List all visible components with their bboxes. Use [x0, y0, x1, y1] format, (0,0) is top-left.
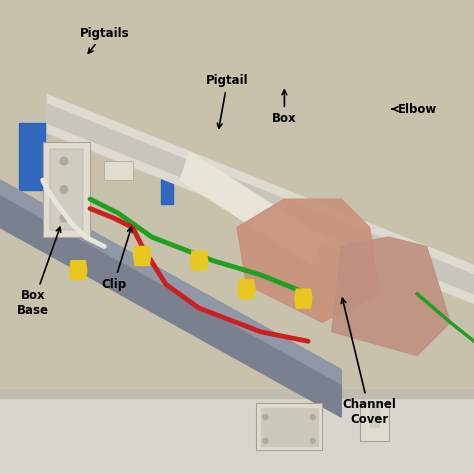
- Circle shape: [60, 186, 68, 193]
- Circle shape: [310, 438, 315, 443]
- Polygon shape: [191, 251, 208, 270]
- Text: Box
Base: Box Base: [17, 227, 61, 318]
- Bar: [50, 149, 83, 230]
- Polygon shape: [47, 104, 474, 294]
- Bar: [0, 403, 474, 474]
- Bar: [0, 0, 474, 403]
- Polygon shape: [70, 261, 87, 280]
- Bar: [43, 142, 90, 237]
- Bar: [256, 403, 322, 450]
- Polygon shape: [47, 95, 474, 303]
- Polygon shape: [0, 180, 341, 417]
- Circle shape: [60, 157, 68, 165]
- Text: Channel
Cover: Channel Cover: [341, 299, 397, 427]
- Text: Elbow: Elbow: [392, 102, 437, 116]
- Bar: [104, 161, 133, 180]
- Circle shape: [60, 214, 68, 222]
- Circle shape: [310, 415, 315, 419]
- Polygon shape: [295, 289, 312, 308]
- Text: Clip: Clip: [101, 227, 132, 291]
- Bar: [261, 408, 318, 446]
- Circle shape: [263, 415, 268, 419]
- Polygon shape: [238, 280, 255, 299]
- Bar: [360, 403, 389, 441]
- Polygon shape: [237, 199, 379, 322]
- Text: Box: Box: [272, 90, 297, 125]
- Bar: [161, 147, 173, 204]
- Text: Pigtail: Pigtail: [206, 74, 249, 128]
- Circle shape: [263, 438, 268, 443]
- Bar: [370, 403, 379, 427]
- Bar: [43, 142, 90, 237]
- Polygon shape: [0, 180, 341, 384]
- Polygon shape: [332, 237, 450, 356]
- Bar: [19, 123, 45, 190]
- Text: Pigtails: Pigtails: [80, 27, 129, 53]
- Bar: [0, 389, 474, 398]
- Polygon shape: [180, 152, 322, 265]
- Bar: [0, 389, 474, 474]
- Polygon shape: [134, 246, 151, 265]
